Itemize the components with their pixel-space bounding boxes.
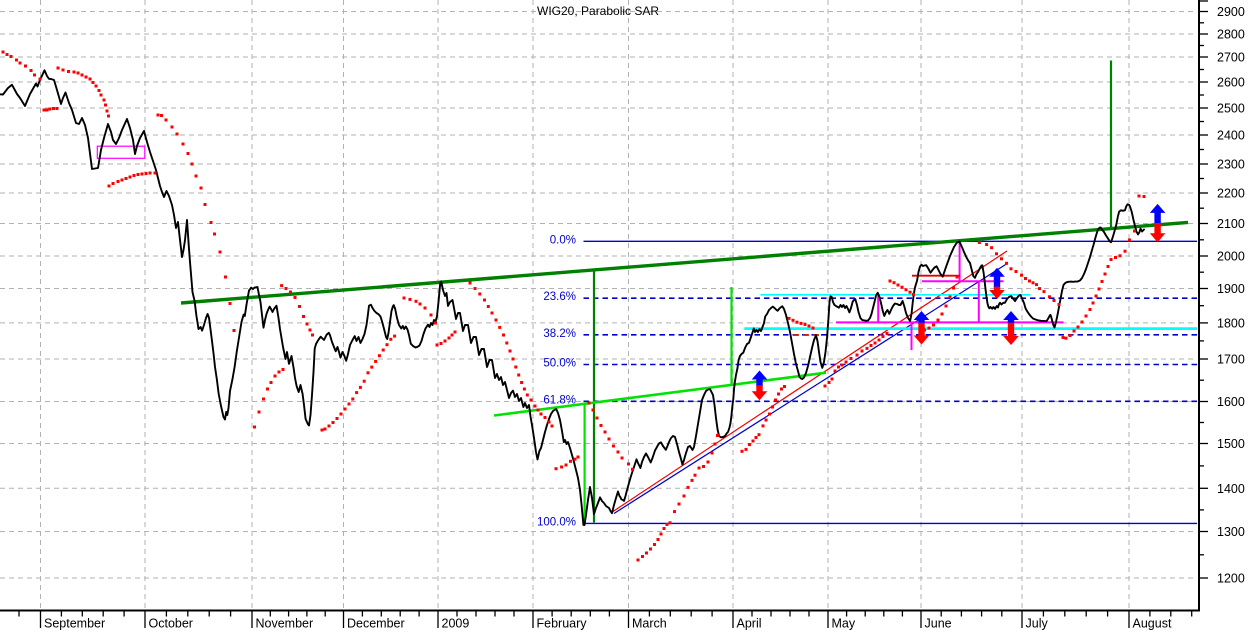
svg-text:1900: 1900	[1217, 282, 1245, 296]
svg-text:2500: 2500	[1217, 102, 1245, 116]
svg-text:38.2%: 38.2%	[543, 328, 576, 340]
svg-text:2300: 2300	[1217, 158, 1245, 172]
svg-text:May: May	[832, 617, 856, 631]
svg-text:June: June	[925, 617, 952, 631]
svg-text:April: April	[737, 617, 762, 631]
svg-text:2200: 2200	[1217, 187, 1245, 201]
svg-text:1300: 1300	[1217, 525, 1245, 539]
svg-text:1200: 1200	[1217, 572, 1245, 586]
svg-text:1700: 1700	[1217, 353, 1245, 367]
svg-text:1600: 1600	[1217, 395, 1245, 409]
svg-text:0.0%: 0.0%	[550, 234, 576, 246]
svg-text:October: October	[149, 617, 193, 631]
svg-text:50.0%: 50.0%	[543, 358, 576, 370]
svg-text:2600: 2600	[1217, 76, 1245, 90]
svg-text:1500: 1500	[1217, 437, 1245, 451]
svg-text:February: February	[537, 617, 588, 631]
svg-text:2800: 2800	[1217, 28, 1245, 42]
svg-text:July: July	[1026, 617, 1049, 631]
svg-text:December: December	[347, 617, 405, 631]
svg-text:2900: 2900	[1217, 5, 1245, 19]
svg-text:2700: 2700	[1217, 51, 1245, 65]
svg-text:2400: 2400	[1217, 129, 1245, 143]
svg-text:September: September	[44, 617, 105, 631]
svg-text:1400: 1400	[1217, 482, 1245, 496]
svg-text:2100: 2100	[1217, 217, 1245, 231]
svg-text:November: November	[256, 617, 314, 631]
svg-text:WIG20, Parabolic SAR: WIG20, Parabolic SAR	[537, 4, 659, 18]
svg-text:March: March	[632, 617, 667, 631]
svg-text:100.0%: 100.0%	[537, 516, 576, 528]
svg-text:2000: 2000	[1217, 250, 1245, 264]
svg-text:23.6%: 23.6%	[543, 291, 576, 303]
svg-text:61.8%: 61.8%	[543, 394, 576, 406]
svg-text:August: August	[1133, 617, 1172, 631]
svg-text:1800: 1800	[1217, 316, 1245, 330]
svg-text:2009: 2009	[442, 617, 470, 631]
